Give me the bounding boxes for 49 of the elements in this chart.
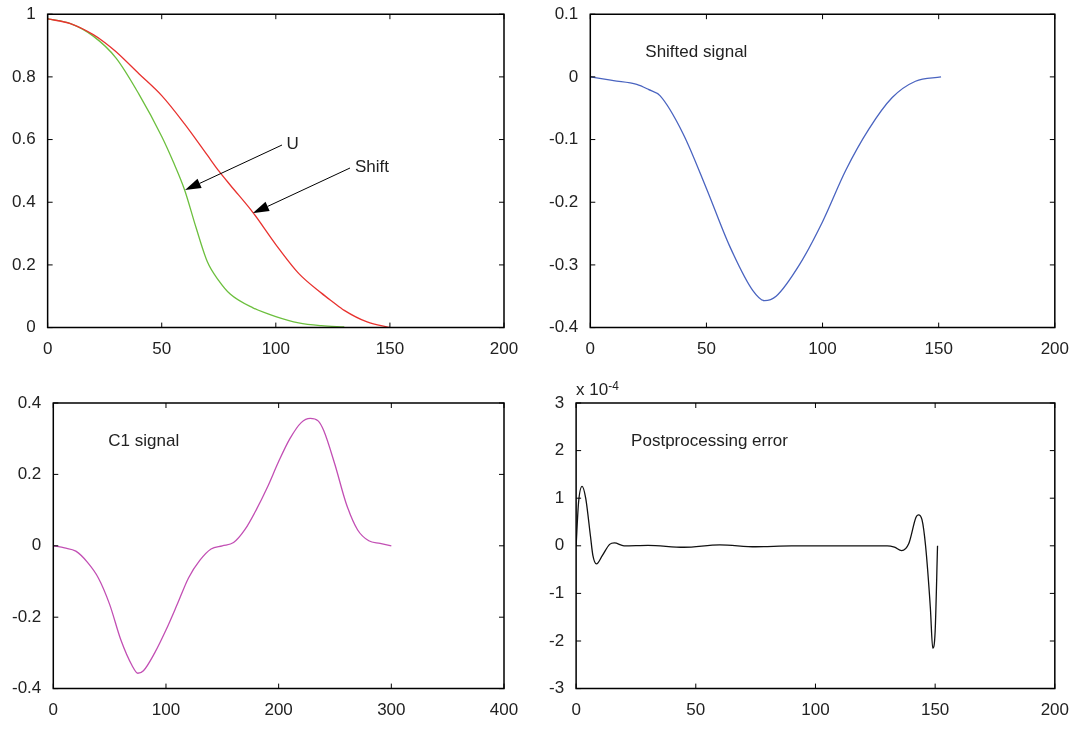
- x-tick-label: 100: [151, 700, 181, 720]
- annotation: U: [286, 134, 299, 154]
- y-tick-label: 3: [554, 392, 565, 412]
- y-tick-label: 1: [554, 487, 565, 507]
- y-tick-label: -1: [548, 583, 565, 603]
- y-tick-label: 0: [26, 317, 36, 337]
- y-tick-label: -0.3: [549, 254, 579, 274]
- x-tick-label: 300: [377, 700, 406, 720]
- y-tick-label: 0.2: [11, 254, 36, 274]
- x-tick-label: 150: [924, 339, 953, 359]
- y-tick-label: 0: [31, 535, 42, 555]
- x-tick-label: 150: [375, 339, 405, 359]
- y-tick-label: -3: [548, 678, 565, 698]
- y-tick-label: -0.4: [12, 678, 42, 698]
- y-tick-label: -0.4: [549, 317, 579, 337]
- annotation: Shift: [355, 157, 390, 177]
- y-tick-label: -0.1: [549, 129, 579, 149]
- y-tick-label: 0.4: [11, 191, 36, 211]
- y-tick-label: 2: [554, 440, 565, 460]
- line-series: [576, 485, 939, 649]
- y-tick-label: -0.2: [549, 191, 579, 211]
- y-tick-label: -0.2: [12, 606, 42, 626]
- y-tick-label: 0: [554, 535, 565, 555]
- x-tick-label: 0: [48, 700, 59, 720]
- y-tick-label: 0: [568, 66, 579, 86]
- x-tick-label: 100: [808, 339, 837, 359]
- text: Shifted signal: [645, 41, 748, 61]
- y-tick-label: 0.8: [11, 66, 36, 86]
- x-tick-label: 200: [489, 339, 519, 359]
- x-tick-label: 50: [696, 339, 716, 359]
- text: C1 signal: [108, 430, 180, 450]
- x-tick-label: 50: [152, 339, 172, 359]
- x-tick-label: 400: [489, 700, 519, 720]
- line-series: [53, 417, 392, 674]
- y-tick-label: 0.2: [17, 464, 42, 484]
- y-tick-label: 0.6: [11, 129, 36, 149]
- y-tick-label: 0.4: [17, 392, 42, 412]
- y-tick-label: -2: [548, 630, 565, 650]
- text: Postprocessing error: [631, 430, 789, 450]
- x-tick-label: 200: [1040, 700, 1070, 720]
- x-tick-label: 200: [1040, 339, 1070, 359]
- x-tick-label: 0: [585, 339, 596, 359]
- x-tick-label: 50: [686, 700, 706, 720]
- x-tick-label: 150: [920, 700, 950, 720]
- x-tick-label: 100: [261, 339, 290, 359]
- y-tick-label: 0.1: [554, 3, 579, 23]
- y-tick-label: 1: [26, 3, 36, 23]
- x-tick-label: 100: [801, 700, 830, 720]
- x-tick-label: 200: [264, 700, 293, 720]
